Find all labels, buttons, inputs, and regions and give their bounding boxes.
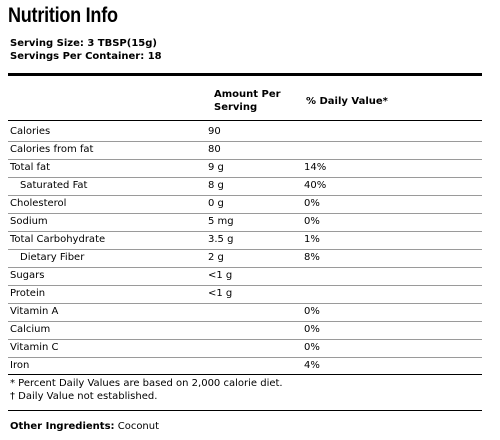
nutrient-daily-value: 40% <box>304 180 327 191</box>
table-row: Vitamin C 0% <box>8 339 482 358</box>
table-row: Dietary Fiber 2 g 8% <box>8 249 482 268</box>
nutrient-daily-value: 0% <box>304 324 320 335</box>
table-row: Protein <1 g <box>8 285 482 304</box>
nutrient-daily-value: 0% <box>304 306 320 317</box>
table-top-rule <box>8 73 482 76</box>
table-row: Calories 90 <box>8 123 482 142</box>
nutrient-daily-value: 14% <box>304 162 327 173</box>
nutrient-name: Cholesterol <box>10 198 67 209</box>
nutrient-amount: 2 g <box>208 252 224 263</box>
other-ingredients-value: Coconut <box>117 421 160 432</box>
nutrient-name: Dietary Fiber <box>20 252 85 263</box>
nutrient-daily-value: 1% <box>304 234 320 245</box>
nutrient-name: Calcium <box>10 324 51 335</box>
table-row: Total fat 9 g 14% <box>8 159 482 178</box>
table-row: Sodium 5 mg 0% <box>8 213 482 232</box>
nutrient-name: Total Carbohydrate <box>10 234 106 245</box>
nutrient-amount: 8 g <box>208 180 224 191</box>
nutrient-amount: 9 g <box>208 162 224 173</box>
nutrient-name: Sodium <box>10 216 48 227</box>
footnote-daily-values: * Percent Daily Values are based on 2,00… <box>10 378 283 389</box>
amount-header-line2: Serving <box>214 102 258 113</box>
nutrient-amount: 3.5 g <box>208 234 234 245</box>
footnote-not-established: † Daily Value not established. <box>10 391 158 402</box>
nutrient-name: Vitamin C <box>10 342 59 353</box>
header-rule <box>8 120 482 121</box>
nutrient-name: Protein <box>10 288 46 299</box>
table-row: Iron 4% <box>8 357 482 375</box>
nutrient-amount: <1 g <box>208 288 233 299</box>
serving-size: Serving Size: 3 TBSP(15g) <box>10 38 157 49</box>
nutrient-daily-value: 0% <box>304 198 320 209</box>
nutrient-daily-value: 0% <box>304 216 320 227</box>
nutrient-name: Sugars <box>10 270 45 281</box>
nutrient-daily-value: 4% <box>304 360 320 371</box>
nutrient-name: Calories from fat <box>10 144 94 155</box>
daily-value-header: % Daily Value* <box>306 96 388 107</box>
amount-header-line1: Amount Per <box>214 89 281 100</box>
nutrient-name: Calories <box>10 126 51 137</box>
nutrient-daily-value: 0% <box>304 342 320 353</box>
nutrient-name: Iron <box>10 360 30 371</box>
page-title: Nutrition Info <box>8 4 118 27</box>
nutrient-amount: 5 mg <box>208 216 234 227</box>
amount-per-serving-header: Amount Per Serving <box>214 88 281 114</box>
nutrient-amount: 80 <box>208 144 221 155</box>
table-row: Saturated Fat 8 g 40% <box>8 177 482 196</box>
servings-per-container: Servings Per Container: 18 <box>10 51 162 62</box>
table-row: Sugars <1 g <box>8 267 482 286</box>
nutrient-name: Vitamin A <box>10 306 59 317</box>
table-row: Total Carbohydrate 3.5 g 1% <box>8 231 482 250</box>
nutrient-name: Saturated Fat <box>20 180 88 191</box>
table-row: Calories from fat 80 <box>8 141 482 160</box>
footnote-rule <box>8 410 482 411</box>
nutrient-name: Total fat <box>10 162 51 173</box>
table-bottom-rule <box>8 374 482 375</box>
table-row: Cholesterol 0 g 0% <box>8 195 482 214</box>
table-row: Calcium 0% <box>8 321 482 340</box>
nutrient-amount: 0 g <box>208 198 224 209</box>
nutrient-amount: <1 g <box>208 270 233 281</box>
nutrient-daily-value: 8% <box>304 252 320 263</box>
other-ingredients-label: Other Ingredients: <box>10 421 115 432</box>
nutrient-amount: 90 <box>208 126 221 137</box>
table-row: Vitamin A 0% <box>8 303 482 322</box>
other-ingredients: Other Ingredients: Coconut <box>10 421 159 432</box>
